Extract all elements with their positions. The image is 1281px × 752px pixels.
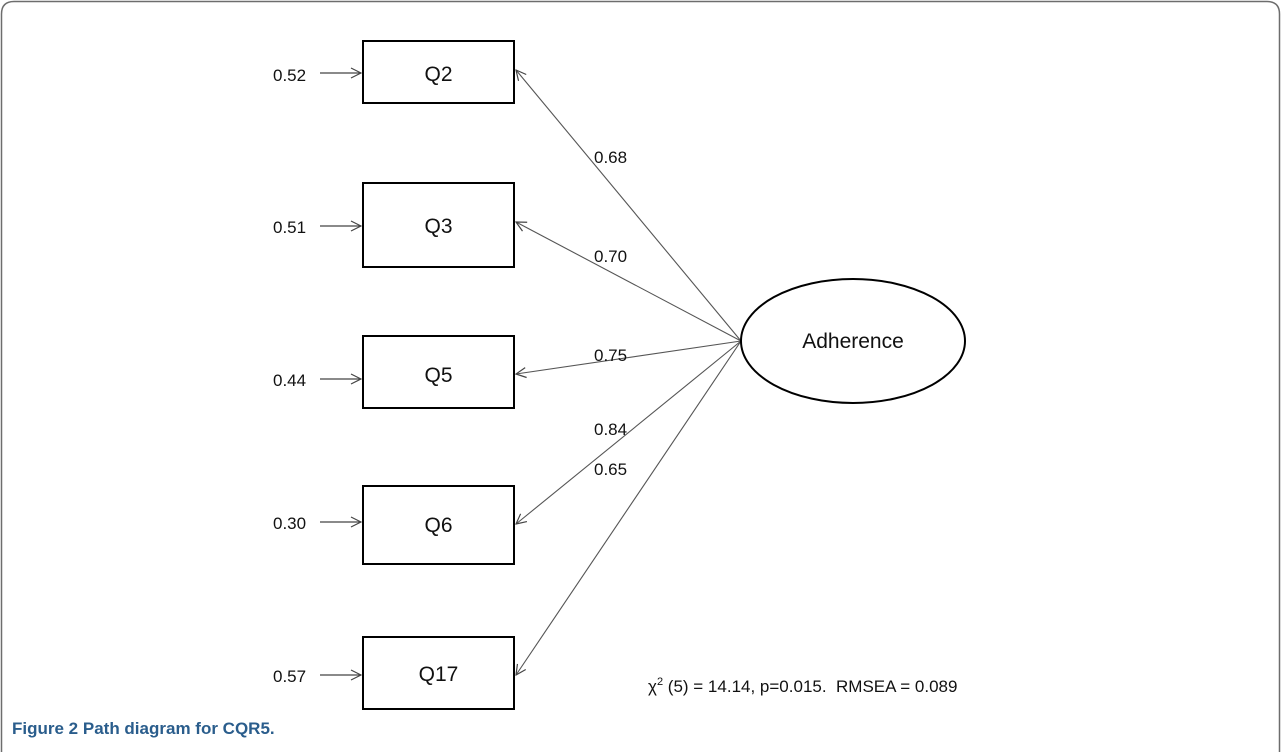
loading-path-q2 [516,70,742,342]
loading-label-q2: 0.68 [594,148,627,167]
caption-label: Figure 2 [12,719,79,738]
indicator-box [362,335,515,409]
loading-path-q3 [516,222,742,342]
indicator-label: Q17 [419,663,459,686]
indicator-box [362,636,515,710]
error-variance-label: 0.52 [273,66,306,85]
loading-label-q3: 0.70 [594,247,627,266]
chi-symbol: χ [648,677,657,696]
error-variance-label: 0.44 [273,371,306,390]
fit-values: (5) = 14.14, p=0.015. RMSEA = 0.089 [663,677,957,696]
indicator-label: Q3 [424,215,452,238]
indicator-q17: Q17 0.57 [273,636,515,710]
indicator-label: Q6 [424,514,452,537]
fit-statistics: χ2 (5) = 14.14, p=0.015. RMSEA = 0.089 [648,676,957,696]
indicator-q3: Q3 0.51 [273,182,515,268]
caption-text: Path diagram for CQR5. [82,719,275,738]
loading-label-q17: 0.65 [594,460,627,479]
indicator-label: Q2 [424,63,452,86]
loading-label-q6: 0.84 [594,420,627,439]
figure-caption: Figure 2 Path diagram for CQR5. [12,719,275,739]
indicator-q2: Q2 0.52 [273,40,515,104]
indicator-box [362,182,515,268]
latent-ellipse [740,278,966,404]
error-variance-label: 0.30 [273,514,306,533]
latent-factor: Adherence [740,278,966,404]
error-variance-label: 0.57 [273,667,306,686]
latent-label: Adherence [802,330,904,353]
indicator-q5: Q5 0.44 [273,335,515,409]
indicator-box [362,485,515,565]
loading-path-q6 [516,340,742,524]
loading-label-q5: 0.75 [594,346,627,365]
loading-path-q17 [516,340,742,675]
loading-path-q5 [516,340,742,374]
indicator-label: Q5 [424,364,452,387]
indicator-box [362,40,515,104]
indicator-q6: Q6 0.30 [273,485,515,565]
error-variance-label: 0.51 [273,218,306,237]
chi-superscript: 2 [657,676,663,688]
